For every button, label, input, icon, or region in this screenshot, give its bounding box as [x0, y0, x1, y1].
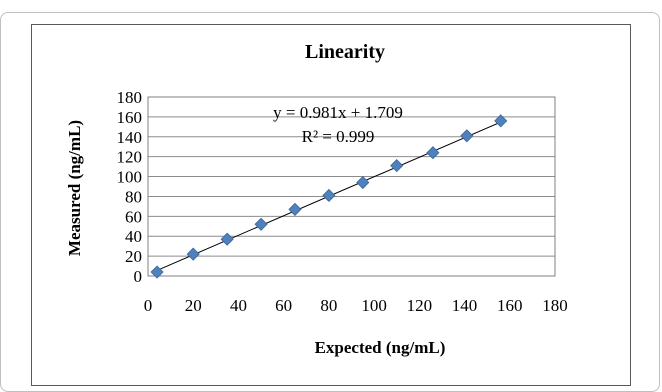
data-point-diamond — [186, 247, 200, 261]
x-axis-label: Expected (ng/mL) — [315, 338, 446, 357]
data-point-diamond — [460, 129, 474, 143]
x-tick-label: 80 — [320, 296, 337, 315]
x-tick-label: 120 — [407, 296, 433, 315]
data-point-diamond — [254, 217, 268, 231]
y-tick-label: 100 — [117, 168, 143, 187]
data-point-diamond — [150, 265, 164, 279]
chart-area-frame — [31, 24, 631, 386]
data-point-diamond — [322, 188, 336, 203]
r-squared-label: R² = 0.999 — [302, 127, 375, 146]
y-tick-label: 180 — [117, 88, 143, 107]
y-tick-label: 0 — [134, 267, 143, 286]
x-tick-label: 20 — [185, 296, 202, 315]
y-tick-label: 40 — [125, 227, 142, 246]
x-tick-label: 100 — [361, 296, 387, 315]
data-point-diamond — [288, 202, 302, 216]
data-point-diamond — [220, 232, 234, 246]
x-tick-label: 40 — [230, 296, 247, 315]
x-tick-label: 0 — [144, 296, 153, 315]
y-tick-label: 80 — [125, 187, 142, 206]
y-tick-label: 60 — [125, 207, 142, 226]
y-tick-label: 160 — [117, 108, 143, 127]
data-points — [150, 114, 508, 279]
data-point-diamond — [390, 159, 404, 173]
y-tick-label: 120 — [117, 148, 143, 167]
y-tick-label: 20 — [125, 247, 142, 266]
y-axis-label: Measured (ng/mL) — [65, 120, 84, 256]
data-point-diamond — [426, 146, 440, 160]
x-tick-label: 60 — [275, 296, 292, 315]
chart-title: Linearity — [305, 41, 385, 63]
x-tick-label: 140 — [452, 296, 478, 315]
plot-area-border — [147, 96, 556, 277]
x-tick-label: 180 — [542, 296, 568, 315]
x-tick-label: 160 — [497, 296, 523, 315]
y-tick-label: 140 — [117, 128, 143, 147]
trendline-equation: y = 0.981x + 1.709 — [273, 103, 403, 122]
data-point-diamond — [494, 114, 508, 128]
x-tick-labels: 0 20 40 60 80 100 120 140 160 180 — [144, 296, 568, 315]
data-point-diamond — [356, 175, 370, 190]
